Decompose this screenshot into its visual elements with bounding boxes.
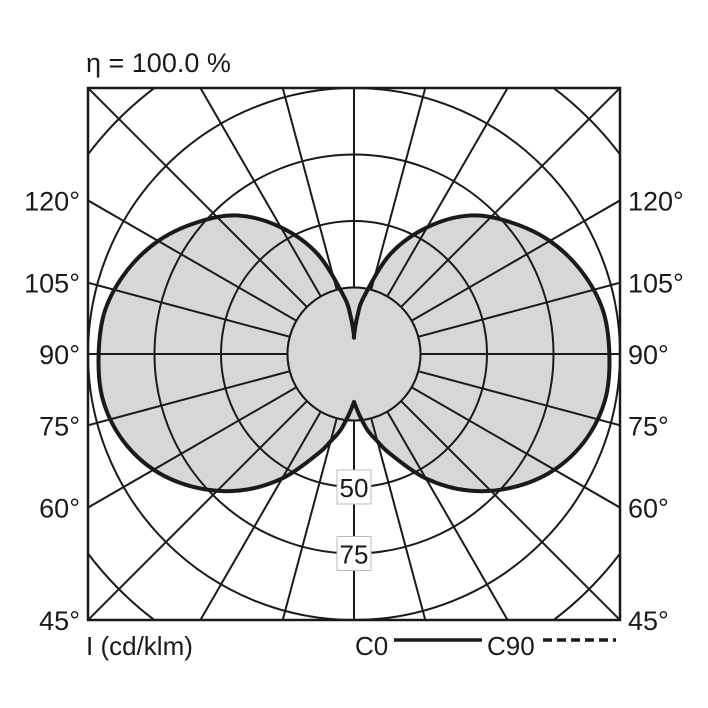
legend: C0 C90 [355,631,616,661]
radial-label-box [336,469,372,505]
radial-label-box [336,536,372,571]
angle-label-left: 45° [39,606,80,636]
angle-label-right: 45° [628,606,669,636]
angle-label-left: 120° [24,186,80,216]
legend-label-c90: C90 [487,631,535,661]
radial-tick-label: 50 [340,473,369,503]
angle-label-right: 105° [628,269,684,299]
angle-label-right: 75° [628,411,669,441]
unit-label: I (cd/klm) [86,631,193,661]
angle-label-left: 75° [39,411,80,441]
center-disc [286,286,422,422]
angle-label-right: 90° [628,340,669,370]
angle-label-left: 60° [39,494,80,524]
chart-title: η = 100.0 % [86,48,231,78]
plot-frame [86,86,622,622]
angle-label-right: 120° [628,186,684,216]
radial-tick-label: 75 [340,540,369,570]
legend-label-c0: C0 [355,631,388,661]
angle-label-left: 105° [24,269,80,299]
angle-label-left: 90° [39,340,80,370]
series-line-c0 [96,213,612,494]
angle-label-right: 60° [628,494,669,524]
